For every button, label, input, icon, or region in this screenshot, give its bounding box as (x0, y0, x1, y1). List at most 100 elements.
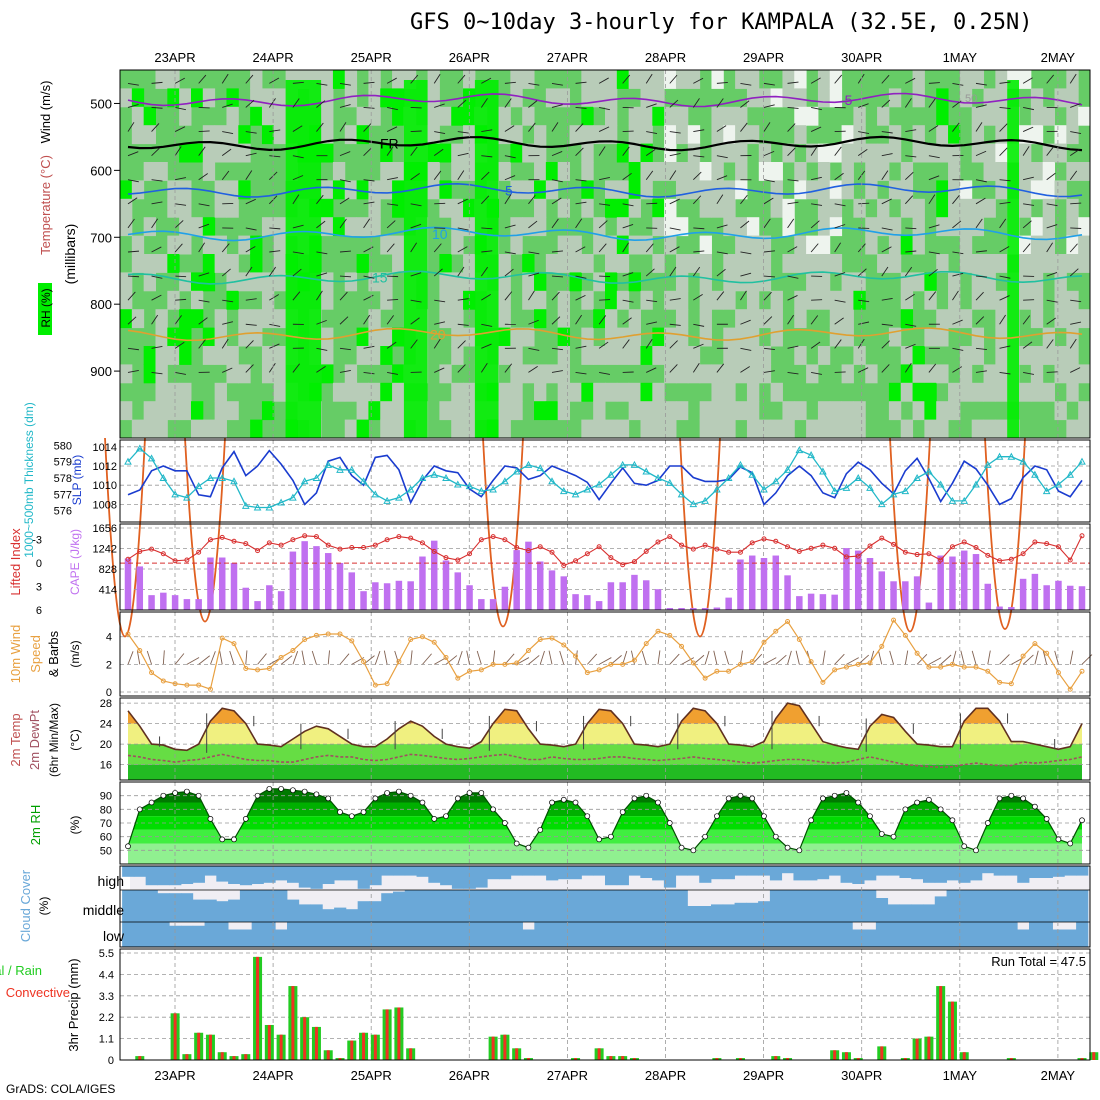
rh-cell (912, 382, 925, 402)
wind-barb (905, 250, 917, 253)
rh-tick-label: 70 (100, 818, 112, 830)
cloud-cell (675, 890, 688, 922)
wind-barb (999, 123, 1008, 132)
wind-barb (339, 122, 347, 132)
precip-convective-bar (903, 1058, 907, 1060)
wind-barb (599, 371, 611, 375)
rh-cell (948, 401, 961, 421)
rh-cell (605, 309, 618, 329)
cloud-cell (216, 901, 229, 922)
wind-barb (292, 81, 304, 84)
rh-cell (995, 290, 1008, 310)
cape-bar (713, 607, 721, 610)
rh-cell (628, 125, 641, 145)
rh-cell (995, 254, 1008, 273)
cloud-cell (1029, 866, 1042, 878)
rh-point (301, 788, 308, 795)
wind-barb (1070, 103, 1081, 108)
wind-barb (339, 151, 351, 157)
precip-convective-bar (373, 1034, 377, 1060)
rh-cell (557, 162, 571, 181)
wind-barb (221, 170, 230, 181)
wind-barb (481, 195, 490, 205)
wind-barb (811, 176, 822, 181)
wind-barb (928, 194, 936, 205)
wind-barb (339, 179, 351, 183)
rh-cell (699, 254, 712, 273)
wind-barb (481, 227, 493, 230)
wind-barb (1023, 107, 1034, 111)
rh-cell (557, 364, 571, 384)
cape-bar (1066, 585, 1074, 610)
rh-cell (723, 254, 736, 273)
wind-barb (669, 131, 681, 134)
wind-barb (146, 650, 152, 665)
cloud-cell (499, 890, 512, 922)
wind-barb (292, 155, 304, 159)
temp-axis-label: (6hr Min/Max) (47, 703, 61, 777)
cape-bar (584, 595, 591, 610)
rh-cell (853, 198, 866, 218)
rh-cell (569, 272, 582, 292)
rh-cell (664, 327, 677, 347)
wind-barb (457, 266, 465, 277)
rh-cell (877, 143, 890, 163)
rh-cell (380, 272, 393, 292)
lifted-index-point (855, 553, 861, 559)
wind-barb (646, 131, 658, 135)
rh-cell (888, 143, 902, 163)
wind-barb (975, 218, 983, 229)
rh-cell (534, 309, 547, 329)
lifted-index-point (184, 557, 190, 563)
rh-point (325, 795, 332, 802)
cloud-cell (934, 922, 947, 947)
cloud-cell (228, 929, 241, 947)
rh-cell (332, 162, 346, 181)
wind-speed-point (137, 648, 143, 654)
rh-cell (664, 70, 677, 89)
rh-cell (321, 290, 334, 310)
rh-axis-label: (%) (68, 816, 82, 835)
wind-barb (127, 104, 139, 108)
rh-cell (202, 272, 216, 292)
wind-barb (457, 227, 469, 231)
wind-barb (257, 653, 267, 665)
rh-cell (723, 327, 736, 347)
cape-bar (631, 574, 638, 610)
rh-cell (735, 327, 748, 347)
rh-cell (593, 88, 606, 108)
wind-barb (410, 223, 422, 229)
temp-band (128, 723, 1082, 745)
cloud-cell (805, 890, 818, 922)
rh-cell (605, 254, 618, 273)
rh-cell (427, 125, 440, 145)
rh-cell (120, 217, 133, 237)
cloud-cell (993, 922, 1006, 947)
rh-point (1020, 795, 1026, 802)
wind-barb (504, 363, 513, 373)
rh-point (949, 817, 956, 824)
rh-cell (534, 180, 547, 200)
lifted-index-point (490, 534, 496, 540)
precip-axis-label: 3hr Precip (mm) (66, 958, 81, 1051)
rh-cell (628, 235, 641, 255)
wind-barb (858, 131, 870, 135)
cloud-cell (298, 922, 311, 947)
cape-bar (960, 550, 968, 610)
wind-barb (693, 250, 705, 253)
cape-bar (1031, 573, 1039, 610)
wind-barb (481, 129, 493, 133)
lifted-index-point (149, 546, 155, 552)
rh-cell (545, 254, 559, 273)
isotherm-label: 15 (372, 269, 388, 285)
wind-speed-point (384, 681, 390, 687)
rh-cell (238, 180, 251, 200)
wind-barb (127, 82, 139, 86)
thickness-point (324, 460, 333, 468)
wind-barb (598, 126, 610, 132)
rh-cell (948, 309, 961, 329)
rh-cell (605, 106, 618, 126)
wind-barb (292, 194, 300, 205)
cloud-cell (428, 890, 441, 922)
rh-cell (498, 327, 511, 347)
